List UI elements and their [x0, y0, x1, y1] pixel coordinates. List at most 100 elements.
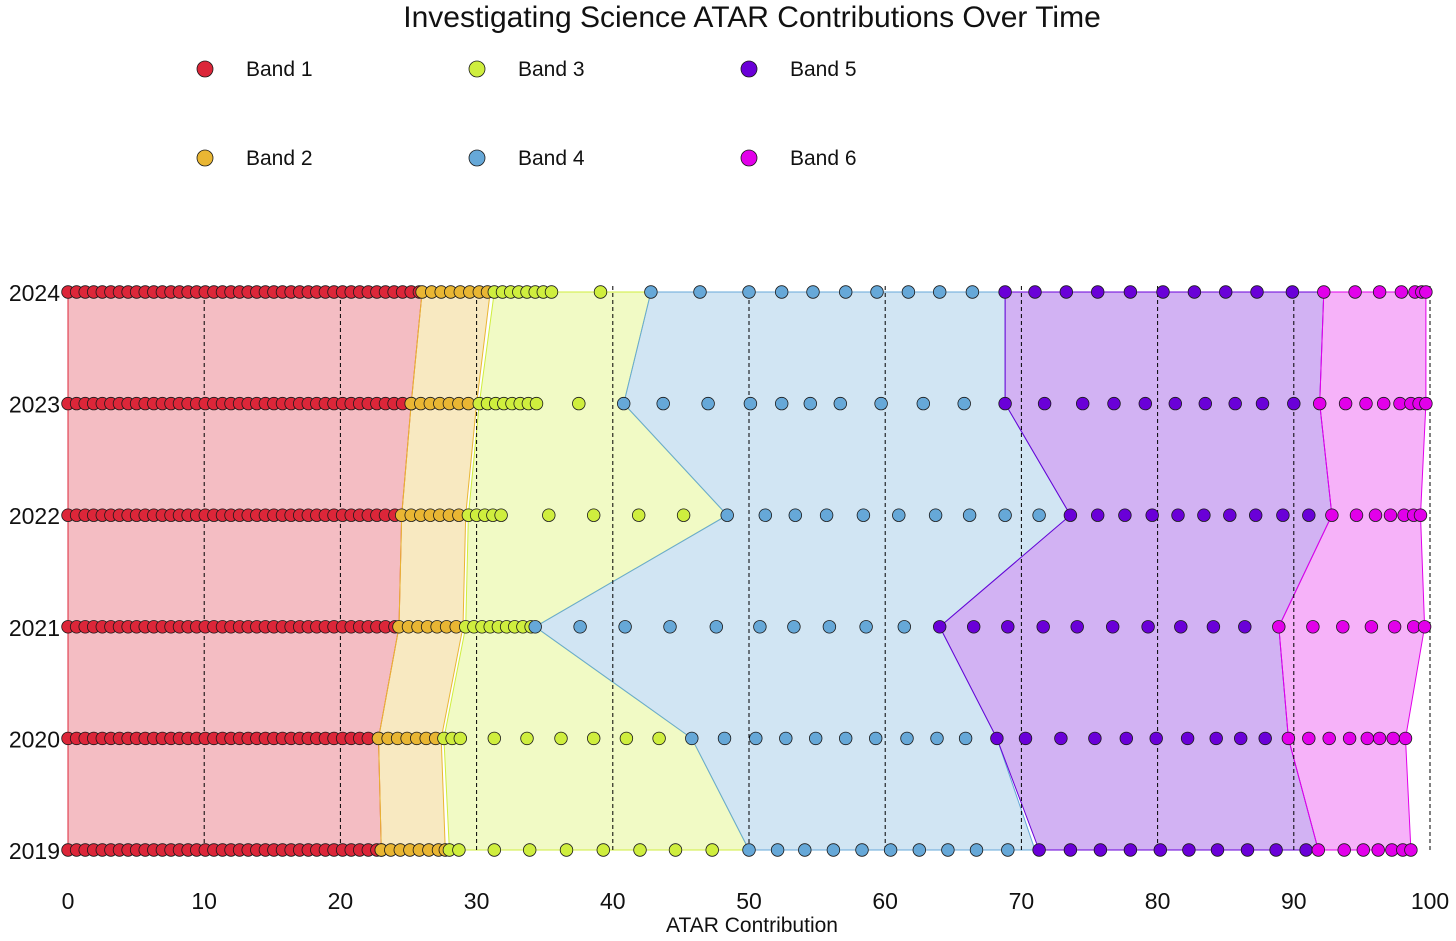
point-2022-band4-7	[962, 508, 977, 522]
point-2019-band6-1	[1337, 843, 1351, 857]
point-2022-band4-0	[720, 508, 734, 522]
point-2023-band5-4	[1138, 396, 1153, 411]
point-2021-band4-0	[528, 620, 542, 634]
point-2020-band3-3	[487, 731, 502, 746]
point-2020-band3-7	[619, 731, 634, 746]
point-2021-band5-9	[1238, 620, 1252, 634]
point-2022-band3-4	[494, 508, 508, 522]
x-tick-80: 80	[1145, 888, 1171, 914]
point-2024-band5-4	[1123, 285, 1138, 299]
point-2019-band4-7	[941, 843, 955, 857]
point-2022-band4-4	[856, 508, 871, 522]
band-area-1	[67, 291, 423, 851]
point-2022-band5-8	[1276, 508, 1290, 522]
point-2020-band6-5	[1372, 731, 1387, 746]
point-2020-band4-1	[717, 731, 732, 746]
point-2020-band3-2	[453, 731, 468, 746]
point-2019-band3-3	[523, 843, 537, 857]
legend-label-band-6: Band 6	[790, 147, 857, 170]
point-2024-band4-8	[933, 285, 947, 299]
x-tick-50: 50	[736, 888, 762, 914]
point-2019-band5-3	[1123, 843, 1138, 857]
y-tick-2022: 2022	[9, 503, 60, 529]
x-axis-ticks: 0 10 20 30 40 50 60 70 80 90 100	[62, 888, 1450, 914]
point-2021-band5-4	[1070, 620, 1084, 634]
legend-marker-band-3	[468, 60, 486, 78]
point-2023-band4-4	[775, 396, 789, 411]
point-2023-band5-8	[1255, 396, 1270, 411]
point-2020-band4-5	[839, 731, 853, 746]
point-2020-band6-4	[1360, 731, 1375, 746]
point-2022-band3-5	[542, 508, 556, 522]
point-2024-band4-0	[644, 285, 658, 299]
point-2019-band5-5	[1182, 843, 1196, 857]
point-2020-band6-6	[1386, 731, 1400, 746]
point-2021-band6-1	[1306, 620, 1320, 634]
point-2019-band5-1	[1063, 843, 1078, 857]
point-2023-band5-7	[1228, 396, 1242, 411]
point-2024-band3-7	[544, 285, 559, 299]
point-2022-band3-8	[676, 508, 691, 522]
point-2023-band4-7	[874, 396, 888, 411]
point-2023-band4-5	[803, 396, 818, 411]
point-2023-band5-1	[1037, 396, 1052, 411]
point-2020-band6-0	[1281, 731, 1296, 746]
legend-marker-band-2	[196, 149, 214, 167]
point-2019-band3-1	[452, 843, 466, 857]
point-2023-band6-0	[1312, 396, 1327, 411]
point-2021-band5-5	[1105, 620, 1120, 634]
point-2024-band4-9	[965, 285, 980, 299]
point-2024-band6-2	[1372, 285, 1387, 299]
legend-marker-band-1	[196, 60, 214, 78]
point-2024-band4-4	[806, 285, 820, 299]
point-2019-band4-3	[826, 843, 841, 857]
point-2020-band6-7	[1398, 731, 1413, 746]
point-2021-band6-6	[1417, 620, 1432, 634]
x-tick-70: 70	[1009, 888, 1035, 914]
point-2020-band5-4	[1119, 731, 1134, 746]
point-2022-band5-5	[1197, 508, 1211, 522]
point-2019-band5-0	[1032, 843, 1046, 857]
legend-label-band-4: Band 4	[518, 147, 585, 170]
x-tick-30: 30	[464, 888, 490, 914]
point-2019-band3-7	[668, 843, 683, 857]
point-2019-band4-0	[742, 843, 756, 857]
point-2021-band5-8	[1206, 620, 1221, 634]
point-2019-band4-1	[770, 843, 785, 857]
point-2022-band4-3	[819, 508, 834, 522]
point-2019-band3-6	[633, 843, 647, 857]
point-2020-band6-2	[1322, 731, 1336, 746]
point-2024-band5-1	[1028, 285, 1042, 299]
x-tick-60: 60	[872, 888, 898, 914]
point-2021-band5-7	[1174, 620, 1188, 634]
point-2023-band6-2	[1359, 396, 1373, 411]
point-2020-band3-6	[587, 731, 601, 746]
point-2022-band5-9	[1302, 508, 1316, 522]
point-2023-band3-8	[572, 396, 586, 411]
point-2021-band4-1	[573, 620, 587, 634]
point-2022-band5-4	[1171, 508, 1185, 522]
point-2019-band4-4	[855, 843, 869, 857]
point-2020-band3-5	[554, 731, 568, 746]
point-2023-band5-0	[998, 396, 1012, 411]
point-2024-band4-1	[693, 285, 707, 299]
point-2024-band5-8	[1250, 285, 1264, 299]
x-tick-0: 0	[62, 888, 75, 914]
point-2019-band3-8	[705, 843, 719, 857]
y-tick-2019: 2019	[9, 838, 60, 864]
point-2020-band6-1	[1302, 731, 1316, 746]
point-2022-band4-1	[758, 508, 773, 522]
x-tick-90: 90	[1281, 888, 1307, 914]
point-2021-band6-0	[1272, 620, 1286, 634]
point-2021-band4-9	[897, 620, 912, 634]
legend-marker-band-6	[740, 149, 758, 167]
point-2019-band5-8	[1269, 843, 1283, 857]
point-2020-band4-4	[809, 731, 823, 746]
point-2024-band6-3	[1394, 285, 1409, 299]
point-2020-band5-6	[1180, 731, 1195, 746]
point-2024-band4-3	[775, 285, 789, 299]
point-2021-band4-6	[787, 620, 801, 634]
point-2019-band4-2	[798, 843, 812, 857]
band-areas	[67, 291, 1427, 851]
